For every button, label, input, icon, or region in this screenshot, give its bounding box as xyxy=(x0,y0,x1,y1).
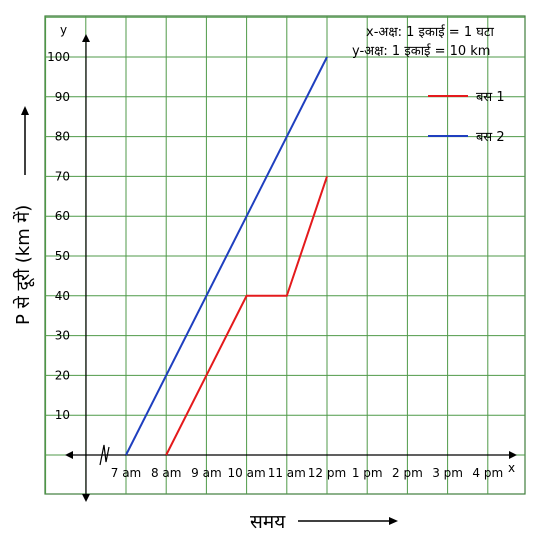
y-axis-title-arrowhead xyxy=(21,106,29,115)
plot-frame xyxy=(44,15,526,495)
x-axis-arrowhead xyxy=(509,451,517,459)
x-tick-label: 12 pm xyxy=(308,466,346,480)
y-tick-label: 100 xyxy=(47,50,70,64)
x-tick-label: 1 pm xyxy=(352,466,383,480)
scale-note-x: x-अक्ष: 1 इकाई = 1 घटा xyxy=(366,24,494,40)
y-tick-label: 30 xyxy=(55,329,70,343)
y-tick-label: 20 xyxy=(55,368,70,382)
y-tick-label: 10 xyxy=(55,408,70,422)
x-tick-label: 10 am xyxy=(228,466,266,480)
x-axis-letter: x xyxy=(508,461,515,475)
x-tick-label: 8 am xyxy=(151,466,182,480)
y-tick-label: 80 xyxy=(55,130,70,144)
scale-note-y: y-अक्ष: 1 इकाई = 10 km xyxy=(352,43,490,59)
series-line xyxy=(125,56,328,456)
axes xyxy=(65,34,517,502)
y-axis-arrowhead-bottom xyxy=(82,494,90,502)
y-axis-title: P से दूरी (km में) xyxy=(12,205,35,325)
y-tick-label: 40 xyxy=(55,289,70,303)
y-tick-label: 90 xyxy=(55,90,70,104)
legend: बस 1 बस 2 xyxy=(428,90,505,145)
x-tick-label: 9 am xyxy=(191,466,222,480)
series-line xyxy=(165,176,328,456)
legend-label: बस 2 xyxy=(476,130,505,145)
axis-break-mark xyxy=(99,444,110,466)
legend-label: बस 1 xyxy=(476,90,505,105)
x-tick-label: 3 pm xyxy=(432,466,463,480)
x-axis-title: समय xyxy=(250,511,286,533)
x-axis-title-arrowhead xyxy=(389,517,398,525)
y-tick-label: 70 xyxy=(55,169,70,183)
x-tick-label: 4 pm xyxy=(472,466,503,480)
x-tick-label: 7 am xyxy=(111,466,142,480)
y-axis-letter: y xyxy=(60,23,67,37)
x-tick-label: 2 pm xyxy=(392,466,423,480)
x-tick-label: 11 am xyxy=(268,466,306,480)
y-axis-arrowhead xyxy=(82,34,90,42)
y-tick-label: 50 xyxy=(55,249,70,263)
series-lines xyxy=(125,56,328,456)
y-tick-label: 60 xyxy=(55,209,70,223)
tick-labels: 7 am 8 am 9 am 10 am 11 am 12 pm 1 pm 2 pm 3 pm 4… xyxy=(47,50,503,480)
x-axis-arrowhead-left xyxy=(65,451,73,459)
